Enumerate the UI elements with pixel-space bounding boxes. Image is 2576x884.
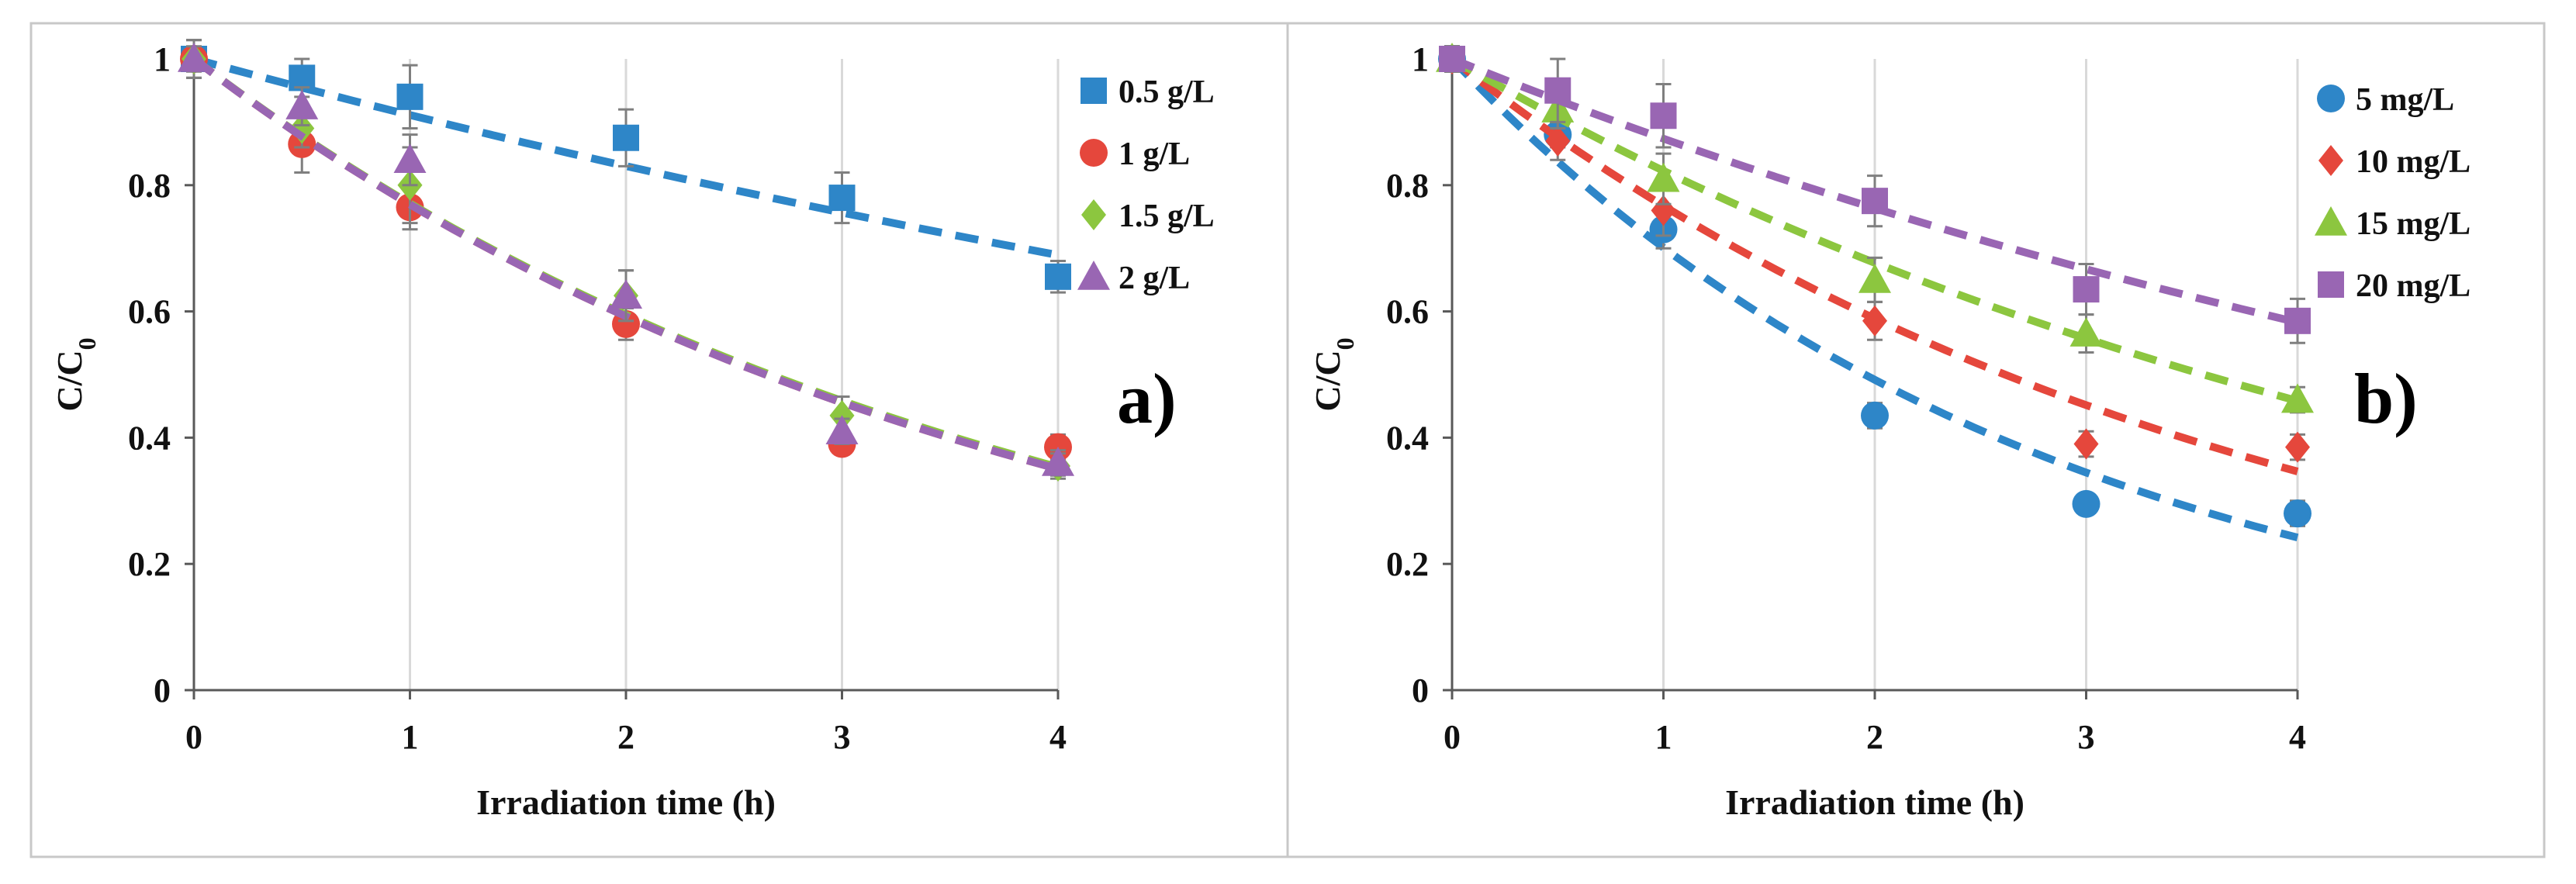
data-point bbox=[1439, 46, 1465, 72]
y-tick-label: 0.4 bbox=[128, 419, 171, 457]
y-tick-label: 0.2 bbox=[128, 545, 171, 583]
data-point bbox=[1545, 125, 1571, 157]
legend-marker bbox=[1081, 199, 1106, 230]
data-point bbox=[2284, 307, 2311, 334]
data-point bbox=[825, 415, 859, 445]
panel-label: b) bbox=[2354, 359, 2418, 438]
legend-label: 1.5 g/L bbox=[1119, 199, 1215, 234]
data-point bbox=[1647, 162, 1680, 192]
legend-marker bbox=[2315, 206, 2347, 236]
data-point bbox=[2281, 383, 2314, 413]
y-axis-title-main: C/C bbox=[50, 350, 89, 411]
data-point bbox=[393, 143, 427, 174]
legend-label: 10 mg/L bbox=[2356, 144, 2471, 180]
y-tick-label: 0.2 bbox=[1386, 545, 1429, 583]
data-point bbox=[1862, 188, 1888, 215]
data-point bbox=[1042, 446, 1074, 476]
x-axis-title: Irradiation time (h) bbox=[1725, 782, 2024, 822]
series-2-g-per-L bbox=[178, 43, 1074, 477]
data-point bbox=[1862, 305, 1887, 337]
y-axis-title-subscript: 0 bbox=[73, 337, 101, 350]
data-point bbox=[2073, 276, 2100, 303]
y-tick-label: 0.6 bbox=[128, 293, 171, 331]
data-point bbox=[1859, 263, 1891, 293]
legend-label: 5 mg/L bbox=[2356, 82, 2454, 118]
x-tick-label: 4 bbox=[1049, 718, 1067, 756]
y-axis-title: C/C0 bbox=[50, 337, 101, 411]
data-point bbox=[613, 124, 639, 151]
legend-label: 0.5 g/L bbox=[1119, 74, 1215, 110]
legend-label: 20 mg/L bbox=[2356, 268, 2471, 304]
x-tick-label: 0 bbox=[1444, 718, 1461, 756]
data-point bbox=[2073, 428, 2099, 460]
y-axis-title-main: C/C bbox=[1308, 350, 1347, 411]
trend-line bbox=[192, 55, 1059, 259]
x-tick-label: 4 bbox=[2289, 718, 2306, 756]
data-point bbox=[610, 279, 642, 309]
x-tick-label: 1 bbox=[402, 718, 419, 756]
x-axis-title: Irradiation time (h) bbox=[476, 782, 776, 822]
data-point bbox=[1650, 102, 1677, 129]
data-point bbox=[396, 83, 424, 110]
y-tick-label: 0.4 bbox=[1386, 419, 1429, 457]
panel-label: a) bbox=[1117, 359, 1177, 438]
legend-marker bbox=[1077, 261, 1110, 290]
x-tick-label: 3 bbox=[2078, 718, 2095, 756]
y-tick-label: 1 bbox=[1412, 40, 1429, 78]
data-point bbox=[828, 185, 856, 212]
y-tick-label: 0 bbox=[1412, 672, 1429, 710]
data-point bbox=[1544, 77, 1572, 104]
x-tick-label: 2 bbox=[617, 718, 634, 756]
data-point bbox=[285, 90, 319, 119]
y-tick-label: 0.8 bbox=[128, 167, 171, 205]
chart-panel-b: 0 0.2 0.4 0.6 0.8 1 0 1 2 3 4 Irradiation time (h) C… bbox=[1286, 22, 2546, 858]
legend-marker bbox=[2318, 145, 2343, 176]
y-tick-label: 0.8 bbox=[1386, 167, 1429, 205]
data-point bbox=[1861, 401, 1889, 430]
x-tick-label: 1 bbox=[1655, 718, 1672, 756]
data-point bbox=[178, 43, 210, 72]
panel-frame bbox=[29, 22, 1289, 858]
series-20-mg-per-L bbox=[1439, 45, 2311, 344]
y-axis-title: C/C0 bbox=[1308, 337, 1359, 411]
y-tick-label: 0.6 bbox=[1386, 293, 1429, 331]
trend-line bbox=[1449, 56, 2299, 542]
legend-marker bbox=[1081, 78, 1107, 104]
data-point bbox=[2285, 431, 2310, 463]
chart-panel-a: 0 0.2 0.4 0.6 0.8 1 0 1 2 3 4 Irradiation time (h) C… bbox=[29, 22, 1289, 858]
data-point bbox=[2069, 317, 2103, 347]
legend-label: 2 g/L bbox=[1119, 261, 1190, 296]
y-tick-label: 0 bbox=[154, 672, 171, 710]
data-point bbox=[2072, 489, 2101, 518]
legend-label: 1 g/L bbox=[1119, 136, 1190, 172]
legend-label: 15 mg/L bbox=[2356, 206, 2471, 242]
legend-marker bbox=[1080, 139, 1108, 167]
legend-marker bbox=[2317, 85, 2345, 112]
legend-marker bbox=[2318, 271, 2344, 298]
y-axis-title-subscript: 0 bbox=[1331, 337, 1359, 350]
x-tick-label: 2 bbox=[1866, 718, 1883, 756]
data-point bbox=[2284, 499, 2311, 528]
x-tick-label: 0 bbox=[185, 718, 202, 756]
data-point bbox=[1045, 263, 1071, 290]
y-tick-label: 1 bbox=[154, 40, 171, 78]
data-point bbox=[1651, 195, 1676, 226]
x-tick-label: 3 bbox=[834, 718, 851, 756]
